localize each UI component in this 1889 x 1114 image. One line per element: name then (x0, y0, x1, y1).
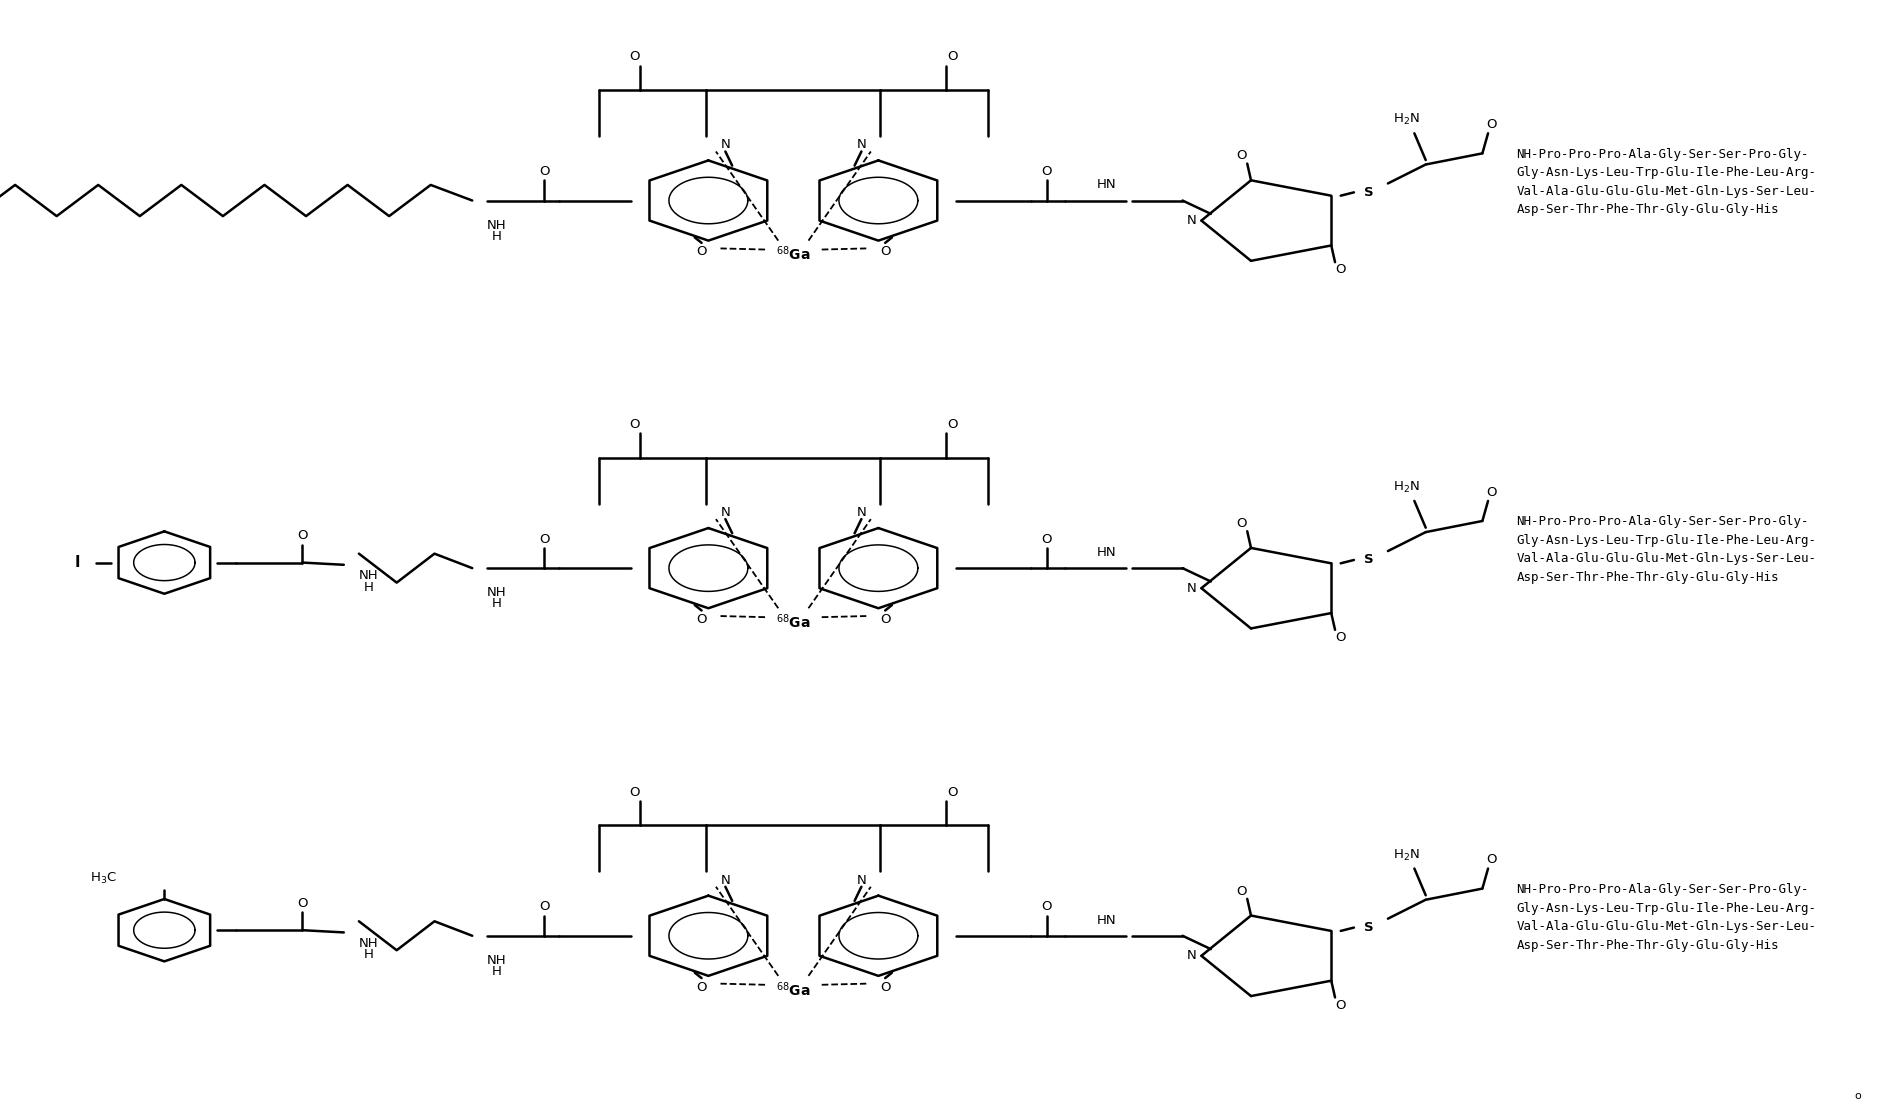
Text: S: S (1364, 554, 1373, 566)
Text: O: O (1336, 632, 1347, 644)
Text: O: O (697, 980, 706, 994)
Text: N: N (1186, 582, 1198, 595)
Text: H$_2$N: H$_2$N (1394, 848, 1421, 862)
Text: NH-Pro-Pro-Pro-Ala-Gly-Ser-Ser-Pro-Gly-
Gly-Asn-Lys-Leu-Trp-Glu-Ile-Phe-Leu-Arg-: NH-Pro-Pro-Pro-Ala-Gly-Ser-Ser-Pro-Gly- … (1517, 148, 1817, 216)
Text: S: S (1364, 921, 1373, 934)
Text: O: O (538, 165, 550, 178)
Text: O: O (880, 245, 890, 258)
Text: H: H (491, 229, 502, 243)
Text: O: O (1235, 149, 1247, 163)
Text: o: o (1853, 1091, 1861, 1101)
Text: N: N (720, 138, 731, 152)
Text: O: O (629, 418, 640, 431)
Text: O: O (1041, 532, 1052, 546)
Text: $^{68}$Ga: $^{68}$Ga (776, 980, 810, 998)
Text: O: O (538, 900, 550, 913)
Text: HN: HN (1098, 546, 1116, 559)
Text: O: O (1235, 885, 1247, 898)
Text: O: O (1487, 118, 1498, 130)
Text: O: O (629, 785, 640, 799)
Text: O: O (538, 532, 550, 546)
Text: O: O (1336, 999, 1347, 1012)
Text: H: H (363, 580, 374, 594)
Text: O: O (697, 613, 706, 626)
Text: N: N (1186, 949, 1198, 962)
Text: N: N (856, 873, 867, 887)
Text: H: H (363, 948, 374, 961)
Text: O: O (880, 613, 890, 626)
Text: S: S (1364, 186, 1373, 198)
Text: O: O (1336, 264, 1347, 276)
Text: NH: NH (487, 954, 506, 967)
Text: NH: NH (487, 586, 506, 599)
Text: NH: NH (359, 569, 378, 583)
Text: NH: NH (359, 937, 378, 950)
Text: O: O (297, 897, 308, 910)
Text: NH-Pro-Pro-Pro-Ala-Gly-Ser-Ser-Pro-Gly-
Gly-Asn-Lys-Leu-Trp-Glu-Ile-Phe-Leu-Arg-: NH-Pro-Pro-Pro-Ala-Gly-Ser-Ser-Pro-Gly- … (1517, 883, 1817, 951)
Text: O: O (297, 529, 308, 543)
Text: O: O (697, 245, 706, 258)
Text: NH-Pro-Pro-Pro-Ala-Gly-Ser-Ser-Pro-Gly-
Gly-Asn-Lys-Leu-Trp-Glu-Ile-Phe-Leu-Arg-: NH-Pro-Pro-Pro-Ala-Gly-Ser-Ser-Pro-Gly- … (1517, 516, 1817, 584)
Text: H$_2$N: H$_2$N (1394, 113, 1421, 127)
Text: O: O (1041, 165, 1052, 178)
Text: O: O (880, 980, 890, 994)
Text: HN: HN (1098, 913, 1116, 927)
Text: O: O (946, 785, 958, 799)
Text: O: O (946, 50, 958, 63)
Text: O: O (629, 50, 640, 63)
Text: H$_3$C: H$_3$C (91, 871, 117, 887)
Text: O: O (1487, 853, 1498, 866)
Text: O: O (1041, 900, 1052, 913)
Text: O: O (1235, 517, 1247, 530)
Text: $^{68}$Ga: $^{68}$Ga (776, 613, 810, 631)
Text: HN: HN (1098, 178, 1116, 192)
Text: H$_2$N: H$_2$N (1394, 480, 1421, 495)
Text: N: N (1186, 214, 1198, 227)
Text: I: I (76, 555, 79, 570)
Text: N: N (856, 506, 867, 519)
Text: H: H (491, 965, 502, 978)
Text: N: N (720, 873, 731, 887)
Text: O: O (946, 418, 958, 431)
Text: H: H (491, 597, 502, 610)
Text: N: N (856, 138, 867, 152)
Text: N: N (720, 506, 731, 519)
Text: NH: NH (487, 218, 506, 232)
Text: O: O (1487, 486, 1498, 498)
Text: $^{68}$Ga: $^{68}$Ga (776, 245, 810, 263)
